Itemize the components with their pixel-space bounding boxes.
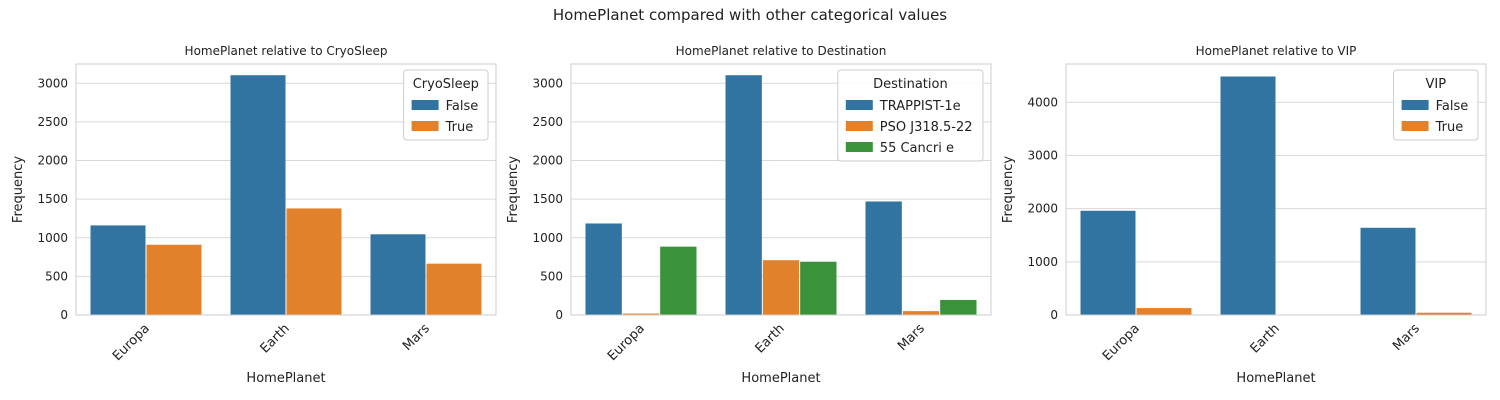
x-tick-label: Mars	[400, 321, 433, 354]
chart-panel-1: 0 500 1000 1500 2000 2500 3000 Europa Earth Mars H…	[11, 44, 497, 386]
y-tick-label: 2500	[532, 115, 563, 129]
legend-entry: True	[445, 120, 474, 135]
legend-swatch	[845, 100, 873, 110]
y-tick-label: 500	[540, 269, 563, 283]
y-tick-label: 1000	[1027, 255, 1058, 269]
legend: Destination TRAPPIST-1e PSO J318.5-22 55 Ca…	[837, 69, 984, 162]
y-tick-label: 4000	[1027, 95, 1058, 109]
legend-entry: 55 Cancri e	[880, 141, 954, 156]
bar	[1136, 308, 1192, 315]
legend-swatch	[411, 100, 439, 110]
y-tick-label: 0	[1050, 308, 1058, 322]
plot-frame	[75, 63, 497, 316]
figure-title: HomePlanet compared with other categoric…	[552, 6, 948, 24]
bar	[286, 208, 342, 315]
x-tick-label: Earth	[1248, 321, 1283, 356]
x-axis-label: HomePlanet	[741, 371, 820, 386]
chart-panel-3: 0 1000 2000 3000 4000 Europa Earth Mars HomePlan…	[1001, 44, 1487, 386]
chart-title: HomePlanet relative to CryoSleep	[185, 44, 388, 58]
legend-title: Destination	[873, 77, 948, 92]
x-axis-label: HomePlanet	[246, 371, 325, 386]
x-tick-label: Earth	[258, 321, 293, 356]
bar	[725, 75, 762, 316]
x-axis-label: HomePlanet	[1236, 371, 1315, 386]
plot-frame	[570, 63, 992, 316]
legend-swatch	[845, 142, 873, 152]
legend-swatch	[845, 121, 873, 131]
legend-entry: PSO J318.5-22	[880, 120, 973, 135]
y-tick-label: 1000	[37, 231, 68, 245]
x-tick-label: Europa	[1100, 321, 1143, 364]
y-axis-label: Frequency	[506, 156, 521, 223]
legend: CryoSleep False True	[403, 69, 489, 141]
x-tick-label: Mars	[1390, 321, 1423, 354]
y-tick-label: 3000	[1027, 148, 1058, 162]
bar	[660, 246, 697, 315]
bar	[370, 234, 426, 315]
legend-title: VIP	[1426, 77, 1447, 92]
legend-swatch	[1401, 100, 1429, 110]
x-tick-label: Europa	[605, 321, 648, 364]
bar	[230, 75, 286, 316]
y-tick-label: 2000	[1027, 202, 1058, 216]
y-axis-label: Frequency	[11, 156, 26, 223]
y-tick-label: 3000	[532, 76, 563, 90]
chart-title: HomePlanet relative to Destination	[676, 44, 887, 58]
y-tick-label: 2000	[37, 154, 68, 168]
legend-entry: False	[446, 99, 479, 114]
y-tick-label: 2000	[532, 154, 563, 168]
x-tick-label: Earth	[753, 321, 788, 356]
plot-frame	[1065, 63, 1487, 316]
legend-entry: True	[1435, 120, 1464, 135]
bar	[426, 263, 482, 315]
bar	[1416, 312, 1472, 315]
legend-entry: False	[1436, 99, 1469, 114]
bar	[1080, 210, 1136, 315]
bar	[585, 223, 622, 315]
y-tick-label: 2500	[37, 115, 68, 129]
bar	[940, 299, 977, 315]
bar	[1220, 76, 1276, 315]
x-tick-label: Europa	[110, 321, 153, 364]
bar	[902, 311, 940, 315]
bar	[762, 260, 800, 315]
bar	[622, 313, 660, 315]
bar	[865, 201, 902, 315]
y-tick-label: 3000	[37, 76, 68, 90]
bar	[1360, 227, 1416, 315]
legend-box	[837, 69, 984, 162]
y-tick-label: 0	[555, 308, 563, 322]
y-tick-label: 1500	[532, 192, 563, 206]
y-tick-label: 1500	[37, 192, 68, 206]
y-axis-label: Frequency	[1001, 156, 1016, 223]
bar	[90, 225, 146, 315]
x-tick-label: Mars	[895, 321, 928, 354]
legend-swatch	[411, 121, 439, 131]
chart-title: HomePlanet relative to VIP	[1196, 44, 1357, 58]
legend-swatch	[1401, 121, 1429, 131]
bar	[800, 261, 837, 315]
bar	[146, 244, 202, 315]
y-tick-label: 0	[60, 308, 68, 322]
legend-entry: TRAPPIST-1e	[879, 99, 961, 114]
legend-title: CryoSleep	[413, 77, 479, 92]
chart-panel-2: 0 500 1000 1500 2000 2500 3000 Europa Earth Mars H…	[506, 44, 992, 386]
legend: VIP False True	[1393, 69, 1479, 141]
y-tick-label: 500	[45, 269, 68, 283]
y-tick-label: 1000	[532, 231, 563, 245]
